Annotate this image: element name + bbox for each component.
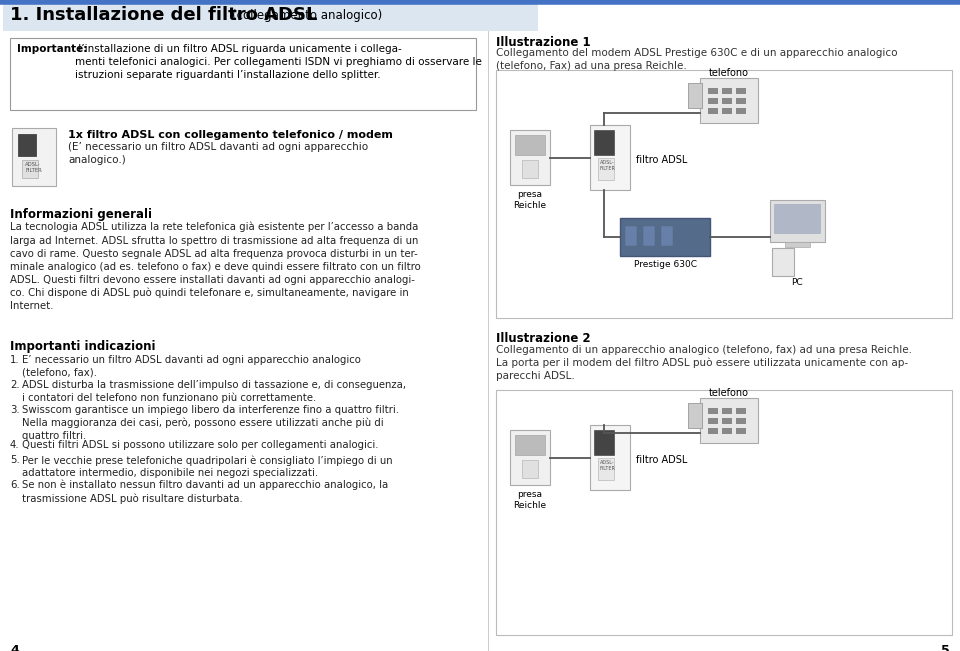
FancyBboxPatch shape [722, 428, 732, 434]
FancyBboxPatch shape [736, 408, 746, 414]
FancyBboxPatch shape [736, 428, 746, 434]
Text: La tecnologia ADSL utilizza la rete telefonica già esistente per l’accesso a ban: La tecnologia ADSL utilizza la rete tele… [10, 222, 420, 311]
Text: l’installazione di un filtro ADSL riguarda unicamente i collega-
menti telefonic: l’installazione di un filtro ADSL riguar… [75, 44, 482, 81]
FancyBboxPatch shape [708, 418, 718, 424]
Text: (E’ necessario un filtro ADSL davanti ad ogni apparecchio
analogico.): (E’ necessario un filtro ADSL davanti ad… [68, 142, 368, 165]
FancyBboxPatch shape [510, 430, 550, 485]
Text: telefono: telefono [709, 68, 749, 78]
FancyBboxPatch shape [700, 78, 758, 123]
FancyBboxPatch shape [510, 130, 550, 185]
Text: (collegamento analogico): (collegamento analogico) [232, 9, 382, 22]
FancyBboxPatch shape [736, 418, 746, 424]
Text: Per le vecchie prese telefoniche quadripolari è consigliato l’impiego di un
adat: Per le vecchie prese telefoniche quadrip… [22, 455, 393, 478]
FancyBboxPatch shape [722, 408, 732, 414]
Text: Informazioni generali: Informazioni generali [10, 208, 152, 221]
Text: telefono: telefono [709, 388, 749, 398]
FancyBboxPatch shape [722, 98, 732, 104]
Text: 6.: 6. [10, 480, 20, 490]
Text: Swisscom garantisce un impiego libero da interferenze fino a quattro filtri.
Nel: Swisscom garantisce un impiego libero da… [22, 405, 399, 441]
FancyBboxPatch shape [708, 98, 718, 104]
Text: 4.: 4. [10, 441, 19, 450]
Text: 1.: 1. [10, 355, 19, 365]
Text: E’ necessario un filtro ADSL davanti ad ogni apparecchio analogico
(telefono, fa: E’ necessario un filtro ADSL davanti ad … [22, 355, 361, 378]
Text: 1x filtro ADSL con collegamento telefonico / modem: 1x filtro ADSL con collegamento telefoni… [68, 130, 393, 140]
Text: ADSL-
FILTER: ADSL- FILTER [600, 460, 616, 471]
FancyBboxPatch shape [18, 134, 36, 156]
FancyBboxPatch shape [590, 425, 630, 490]
Text: 3.: 3. [10, 405, 19, 415]
FancyBboxPatch shape [708, 408, 718, 414]
FancyBboxPatch shape [736, 108, 746, 114]
Text: Illustrazione 2: Illustrazione 2 [496, 332, 590, 345]
Text: PC: PC [791, 278, 803, 287]
FancyBboxPatch shape [522, 460, 538, 478]
FancyBboxPatch shape [620, 218, 710, 256]
FancyBboxPatch shape [722, 88, 732, 94]
Text: 4: 4 [10, 644, 19, 651]
Text: presa
Reichle: presa Reichle [514, 190, 546, 210]
Text: Collegamento del modem ADSL Prestige 630C e di un apparecchio analogico
(telefon: Collegamento del modem ADSL Prestige 630… [496, 48, 898, 71]
Text: Importanti indicazioni: Importanti indicazioni [10, 340, 156, 353]
Text: Importante:: Importante: [17, 44, 87, 54]
FancyBboxPatch shape [522, 160, 538, 178]
FancyBboxPatch shape [594, 130, 614, 155]
Text: filtro ADSL: filtro ADSL [636, 155, 687, 165]
FancyBboxPatch shape [515, 135, 545, 155]
FancyBboxPatch shape [598, 158, 614, 180]
Text: 5.: 5. [10, 455, 20, 465]
Text: Illustrazione 1: Illustrazione 1 [496, 36, 590, 49]
FancyBboxPatch shape [736, 88, 746, 94]
Text: presa
Reichle: presa Reichle [514, 490, 546, 510]
FancyBboxPatch shape [770, 200, 825, 242]
FancyBboxPatch shape [496, 390, 952, 635]
FancyBboxPatch shape [496, 70, 952, 318]
FancyBboxPatch shape [643, 226, 655, 246]
FancyBboxPatch shape [22, 160, 38, 178]
FancyBboxPatch shape [708, 428, 718, 434]
FancyBboxPatch shape [688, 83, 702, 108]
Text: Questi filtri ADSL si possono utilizzare solo per collegamenti analogici.: Questi filtri ADSL si possono utilizzare… [22, 441, 378, 450]
FancyBboxPatch shape [661, 226, 673, 246]
FancyBboxPatch shape [10, 38, 476, 110]
Text: ADSL-
FILTER: ADSL- FILTER [25, 162, 41, 173]
Text: Prestige 630C: Prestige 630C [634, 260, 697, 269]
FancyBboxPatch shape [736, 98, 746, 104]
Text: 1. Installazione del filtro ADSL: 1. Installazione del filtro ADSL [10, 6, 318, 24]
Text: ADSL disturba la trasmissione dell’impulso di tassazione e, di conseguenza,
i co: ADSL disturba la trasmissione dell’impul… [22, 380, 406, 404]
Text: ADSL-
FILTER: ADSL- FILTER [600, 160, 616, 171]
FancyBboxPatch shape [590, 125, 630, 190]
Text: 5: 5 [941, 644, 950, 651]
FancyBboxPatch shape [722, 418, 732, 424]
Text: Se non è installato nessun filtro davanti ad un apparecchio analogico, la
trasmi: Se non è installato nessun filtro davant… [22, 480, 388, 504]
FancyBboxPatch shape [774, 204, 821, 234]
FancyBboxPatch shape [785, 242, 810, 247]
FancyBboxPatch shape [708, 108, 718, 114]
FancyBboxPatch shape [700, 398, 758, 443]
FancyBboxPatch shape [515, 435, 545, 455]
Text: 2.: 2. [10, 380, 19, 390]
FancyBboxPatch shape [708, 88, 718, 94]
FancyBboxPatch shape [625, 226, 637, 246]
Text: Collegamento di un apparecchio analogico (telefono, fax) ad una presa Reichle.
L: Collegamento di un apparecchio analogico… [496, 345, 912, 381]
FancyBboxPatch shape [772, 248, 794, 276]
FancyBboxPatch shape [688, 403, 702, 428]
FancyBboxPatch shape [594, 430, 614, 455]
Text: filtro ADSL: filtro ADSL [636, 455, 687, 465]
FancyBboxPatch shape [722, 108, 732, 114]
FancyBboxPatch shape [3, 4, 538, 31]
FancyBboxPatch shape [598, 458, 614, 480]
FancyBboxPatch shape [12, 128, 56, 186]
